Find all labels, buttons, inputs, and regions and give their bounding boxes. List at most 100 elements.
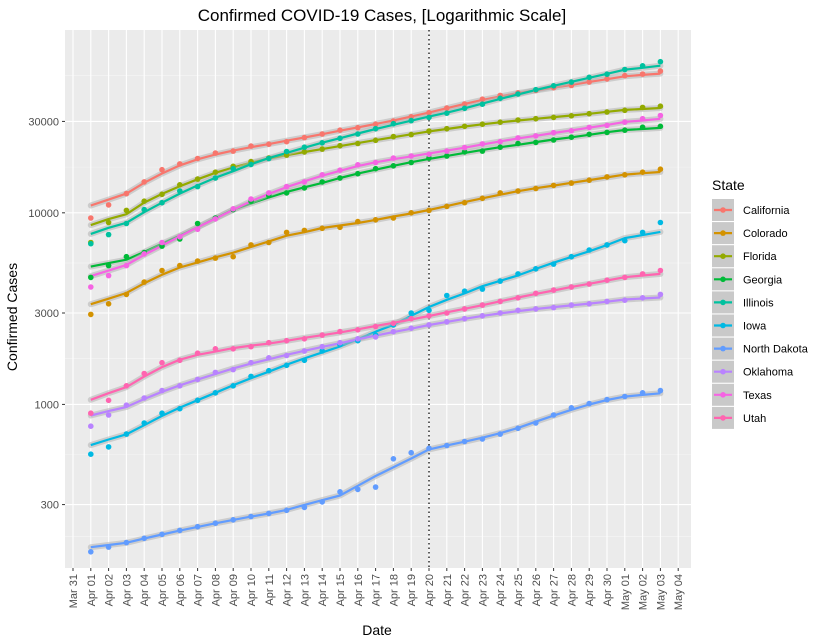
x-tick-label: Apr 30 <box>602 574 614 606</box>
data-point <box>123 291 130 298</box>
data-point <box>212 216 219 222</box>
x-tick-label: Apr 17 <box>371 574 383 606</box>
data-point <box>301 348 308 354</box>
x-tick-label: Apr 11 <box>264 574 276 606</box>
data-point <box>230 517 236 523</box>
data-point <box>426 307 432 314</box>
data-point <box>533 266 539 272</box>
data-point <box>461 101 468 107</box>
data-point <box>266 367 272 374</box>
data-point <box>515 91 521 97</box>
data-point <box>497 431 504 437</box>
data-point <box>657 219 664 226</box>
data-point <box>123 220 130 227</box>
data-point <box>355 124 361 131</box>
data-point <box>212 520 219 526</box>
data-point <box>444 125 450 132</box>
data-point <box>550 412 557 418</box>
data-point <box>105 301 112 307</box>
data-point <box>283 352 290 359</box>
data-point <box>444 442 450 449</box>
data-point <box>194 350 201 357</box>
data-point <box>622 107 628 114</box>
data-point <box>604 174 610 180</box>
data-point <box>390 163 397 169</box>
data-point <box>283 190 290 196</box>
data-point <box>319 140 326 146</box>
data-point <box>568 113 575 119</box>
data-point <box>657 112 664 119</box>
data-point <box>408 325 415 332</box>
trend-line <box>90 230 661 447</box>
data-point <box>248 513 254 520</box>
data-point <box>426 445 432 452</box>
data-point <box>177 188 183 194</box>
legend-label: Texas <box>743 390 772 402</box>
data-point <box>266 155 272 162</box>
data-point <box>248 343 254 350</box>
x-tick-label: May 04 <box>673 574 685 610</box>
data-point <box>604 129 610 136</box>
data-point <box>105 202 112 208</box>
legend-key-point <box>720 345 726 352</box>
data-point <box>622 119 628 125</box>
data-point <box>372 165 379 172</box>
data-point <box>177 182 183 188</box>
data-point <box>194 226 201 233</box>
data-point <box>123 207 130 214</box>
data-point <box>408 310 415 316</box>
data-point <box>301 149 308 155</box>
data-point <box>123 253 130 260</box>
data-point <box>408 153 415 159</box>
data-point <box>479 141 486 147</box>
data-point <box>604 277 610 284</box>
x-axis-ticks: Mar 31 Apr 01 Apr 02 Apr 03 Apr 04 Apr 05 Apr … <box>68 568 685 610</box>
data-point <box>657 267 664 274</box>
data-point <box>88 311 94 318</box>
data-point <box>568 180 575 186</box>
data-point <box>426 128 432 134</box>
data-point <box>639 295 646 301</box>
data-point <box>159 239 165 246</box>
legend-label: Utah <box>743 413 766 425</box>
data-point <box>497 138 504 145</box>
data-point <box>461 105 468 112</box>
data-point <box>426 322 432 328</box>
data-point <box>426 313 432 319</box>
data-point <box>639 229 646 236</box>
data-point <box>194 397 201 404</box>
data-point <box>479 148 486 154</box>
x-tick-label: Apr 14 <box>317 574 329 606</box>
data-point <box>408 315 415 322</box>
data-point <box>639 63 646 69</box>
data-point <box>657 58 664 65</box>
data-point <box>194 523 201 530</box>
data-point <box>461 123 468 130</box>
data-point <box>479 286 486 292</box>
data-point <box>390 155 397 161</box>
data-point <box>301 504 308 511</box>
data-point <box>212 369 219 376</box>
data-point <box>533 185 539 192</box>
legend-key-point <box>720 368 726 375</box>
data-point <box>177 234 183 240</box>
data-point <box>372 334 379 340</box>
data-point <box>355 327 361 333</box>
data-point <box>390 456 397 462</box>
y-tick-label: 3000 <box>35 308 59 320</box>
data-point <box>230 346 236 352</box>
data-point <box>408 210 415 216</box>
data-point <box>479 195 486 202</box>
data-point <box>639 124 646 130</box>
data-point <box>533 420 539 426</box>
data-point <box>212 175 219 181</box>
data-point <box>568 302 575 308</box>
data-point <box>533 133 539 139</box>
data-point <box>497 298 504 305</box>
data-point <box>319 225 326 232</box>
x-tick-label: Apr 25 <box>513 574 525 606</box>
data-point <box>194 258 201 264</box>
data-point <box>141 535 147 542</box>
data-point <box>141 198 147 204</box>
x-tick-label: May 01 <box>620 574 632 610</box>
